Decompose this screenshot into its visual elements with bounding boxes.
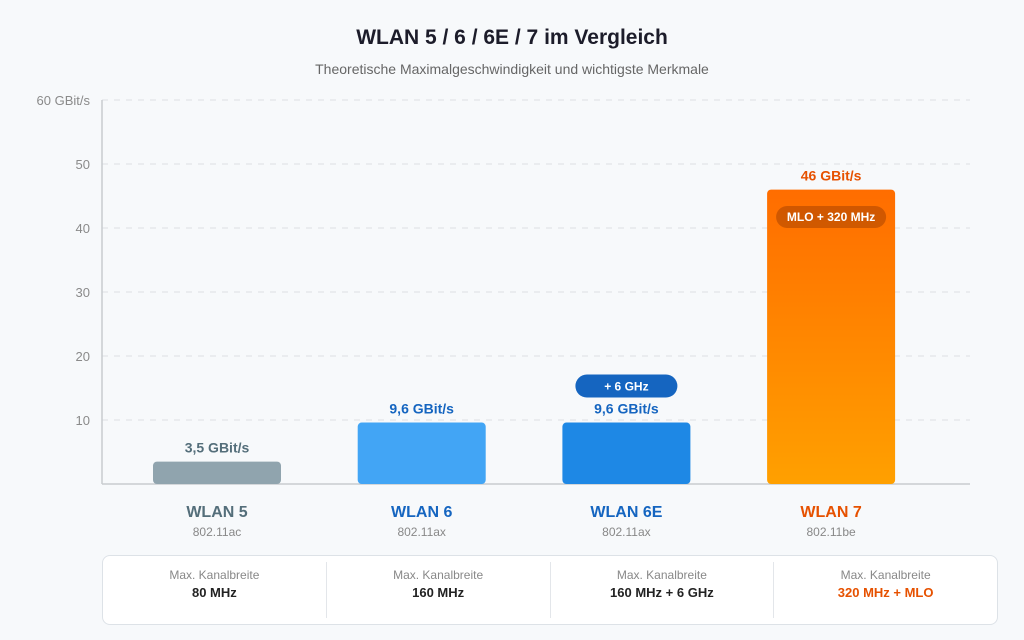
value-label: 9,6 GBit/s xyxy=(594,401,659,417)
x-tick-label: WLAN 6E xyxy=(590,504,662,521)
x-tick-label: WLAN 7 xyxy=(800,504,861,521)
card-label: Max. Kanalbreite xyxy=(840,568,931,582)
standard-label: 802.11be xyxy=(807,525,856,539)
y-tick-label: 60 GBit/s xyxy=(37,93,91,108)
card-value: 80 MHz xyxy=(191,585,237,600)
feature-badge xyxy=(776,206,887,228)
y-tick-label: 50 xyxy=(76,157,90,172)
x-tick-label: WLAN 5 xyxy=(186,504,247,521)
value-label: 3,5 GBit/s xyxy=(185,440,250,456)
card-value: 160 MHz + 6 GHz xyxy=(610,585,714,600)
bar xyxy=(153,461,281,484)
chart-subtitle: Theoretische Maximalgeschwindigkeit und … xyxy=(315,61,709,77)
standard-label: 802.11ac xyxy=(193,525,242,539)
feature-card: Max. Kanalbreite 160 MHz xyxy=(327,562,551,618)
bar-chart: 10 20 30 40 50 60 GBit/s 3,5 GBit/s WLAN 5 802.… xyxy=(37,93,970,539)
y-tick-label: 30 xyxy=(76,285,90,300)
feature-card: Max. Kanalbreite 80 MHz xyxy=(103,562,327,618)
y-tick-label: 40 xyxy=(76,221,90,236)
standard-label: 802.11ax xyxy=(602,525,651,539)
value-label: 9,6 GBit/s xyxy=(389,401,454,417)
standard-label: 802.11ax xyxy=(397,525,446,539)
feature-card: Max. Kanalbreite 320 MHz + MLO xyxy=(774,562,997,618)
bar xyxy=(767,189,896,484)
feature-cards: Max. Kanalbreite 80 MHz Max. Kanalbreite 1… xyxy=(102,555,998,625)
card-value: 320 MHz + MLO xyxy=(837,585,934,600)
card-label: Max. Kanalbreite xyxy=(169,568,260,582)
feature-badge-text: + 6 GHz xyxy=(604,380,648,394)
card-label: Max. Kanalbreite xyxy=(393,568,484,582)
feature-badge xyxy=(575,374,678,398)
value-label: 46 GBit/s xyxy=(801,168,862,184)
bar xyxy=(562,422,691,484)
feature-card: Max. Kanalbreite 160 MHz + 6 GHz xyxy=(551,562,775,618)
x-tick-label: WLAN 6 xyxy=(391,504,452,521)
card-value: 160 MHz xyxy=(412,585,465,600)
bar xyxy=(357,422,486,484)
chart-title: WLAN 5 / 6 / 6E / 7 im Vergleich xyxy=(356,26,668,49)
y-tick-label: 10 xyxy=(76,413,90,428)
card-label: Max. Kanalbreite xyxy=(616,568,707,582)
y-tick-label: 20 xyxy=(76,349,90,364)
feature-badge-text: MLO + 320 MHz xyxy=(787,210,875,224)
